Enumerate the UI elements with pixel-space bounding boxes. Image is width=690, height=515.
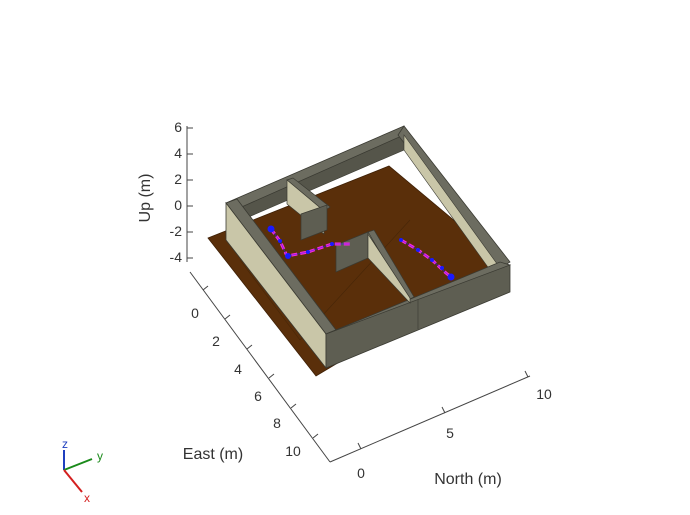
waypoint bbox=[306, 250, 310, 254]
east-axis-label: East (m) bbox=[183, 446, 243, 463]
up-tick-4: 4 bbox=[174, 145, 182, 161]
north-axis-label: North (m) bbox=[434, 471, 502, 488]
east-tick-6: 6 bbox=[254, 388, 262, 404]
up-tick-6: 6 bbox=[174, 119, 182, 135]
waypoint bbox=[285, 253, 291, 259]
waypoint bbox=[430, 258, 434, 262]
triad-x-axis bbox=[63, 469, 83, 493]
north-tick-0: 0 bbox=[357, 465, 365, 481]
inner-wall-2 bbox=[335, 229, 415, 304]
up-tick-neg4: -4 bbox=[170, 249, 183, 265]
east-tick-10: 10 bbox=[285, 443, 301, 459]
waypoint bbox=[278, 239, 282, 243]
waypoint bbox=[416, 248, 420, 252]
east-tick-2: 2 bbox=[212, 333, 220, 349]
east-axis: 0 2 4 6 8 10 East (m) bbox=[183, 271, 331, 463]
north-axis: 0 5 10 North (m) bbox=[329, 370, 552, 488]
start-waypoint bbox=[267, 225, 275, 233]
up-tick-0: 0 bbox=[174, 197, 182, 213]
orientation-triad: z y x bbox=[62, 437, 103, 505]
east-tick-0: 0 bbox=[191, 305, 199, 321]
waypoint bbox=[440, 266, 444, 270]
east-tick-4: 4 bbox=[234, 361, 242, 377]
up-tick-2: 2 bbox=[174, 171, 182, 187]
path-waypoints bbox=[267, 225, 455, 281]
east-tick-8: 8 bbox=[273, 415, 281, 431]
waypoint bbox=[330, 242, 334, 246]
triad-y-label: y bbox=[97, 449, 103, 463]
goal-waypoint bbox=[447, 273, 455, 281]
up-tick-neg2: -2 bbox=[170, 223, 183, 239]
triad-x-label: x bbox=[84, 491, 90, 505]
triad-z-label: z bbox=[62, 437, 68, 451]
up-axis: 6 4 2 0 -2 -4 Up (m) bbox=[137, 119, 193, 265]
north-tick-5: 5 bbox=[446, 425, 454, 441]
up-axis-label: Up (m) bbox=[137, 174, 154, 223]
waypoint bbox=[399, 238, 403, 242]
triad-y-axis bbox=[63, 458, 93, 471]
wall-near-east bbox=[324, 261, 512, 369]
north-tick-10: 10 bbox=[536, 386, 552, 402]
inner-wall-1 bbox=[286, 177, 331, 241]
